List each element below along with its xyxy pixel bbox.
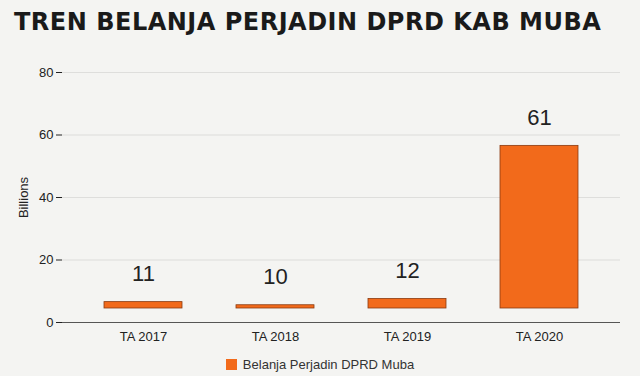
svg-text:TA 2019: TA 2019 bbox=[384, 329, 431, 344]
svg-text:60: 60 bbox=[39, 127, 53, 142]
svg-text:TA 2020: TA 2020 bbox=[516, 329, 563, 344]
svg-text:Billions: Billions bbox=[16, 176, 31, 218]
svg-text:11: 11 bbox=[132, 261, 155, 286]
svg-text:TA 2018: TA 2018 bbox=[252, 329, 299, 344]
svg-text:0: 0 bbox=[46, 315, 53, 330]
html-text:Belanja Perjadin DPRD Muba: Belanja Perjadin DPRD Muba bbox=[242, 356, 415, 372]
svg-text:20: 20 bbox=[39, 252, 53, 267]
svg-text:TA 2017: TA 2017 bbox=[120, 329, 167, 344]
svg-text:10: 10 bbox=[263, 264, 287, 289]
html-text:TREN BELANJA PERJADIN DPRD KAB: TREN BELANJA PERJADIN DPRD KAB MUBA bbox=[14, 8, 602, 36]
svg-text:40: 40 bbox=[39, 190, 53, 205]
svg-text:80: 80 bbox=[39, 65, 53, 80]
svg-text:12: 12 bbox=[395, 258, 419, 283]
svg-text:61: 61 bbox=[527, 105, 551, 130]
